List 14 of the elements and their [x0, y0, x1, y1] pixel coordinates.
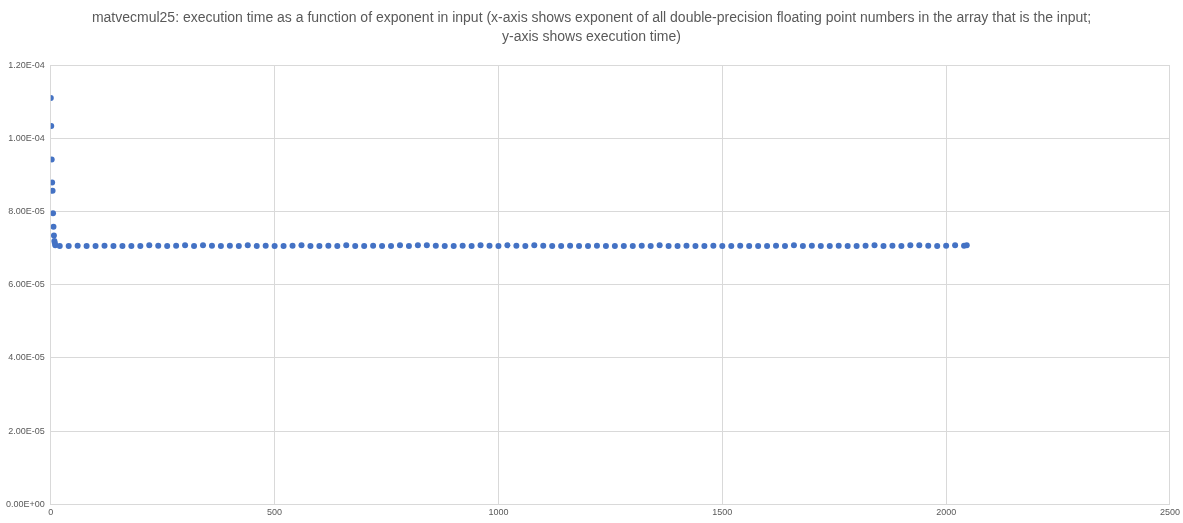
x-tick-label: 2500 — [1159, 507, 1180, 518]
y-tick-label: 1.20E-04 — [8, 59, 45, 70]
y-tick-label: 2.00E-05 — [8, 425, 45, 436]
y-tick-label: 4.00E-05 — [8, 352, 45, 363]
y-tick-label: 6.00E-05 — [8, 279, 45, 290]
x-tick-label: 500 — [267, 507, 283, 518]
x-tick-label: 1000 — [488, 507, 509, 518]
y-tick-label: 8.00E-05 — [8, 206, 45, 217]
chart-title: matvecmul25: execution time as a function of exponent in input (x-axis shows exponent of all double-precision floating point numbers in the array that is the input; y-axis shows execution time) — [91, 8, 1092, 46]
x-tick-label: 1500 — [712, 507, 733, 518]
y-tick-label: 1.00E-04 — [8, 133, 45, 144]
y-tick-label: 0.00E+00 — [5, 498, 45, 509]
x-tick-label: 0 — [48, 507, 54, 518]
x-tick-label: 2000 — [936, 507, 957, 518]
